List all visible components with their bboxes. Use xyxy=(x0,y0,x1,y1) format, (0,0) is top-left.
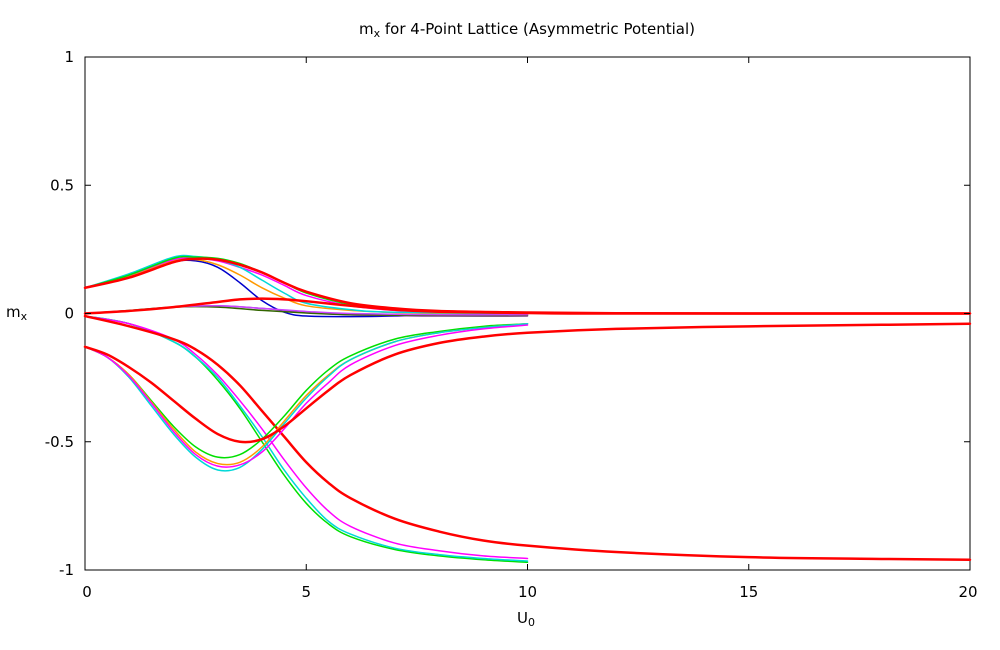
chart-title-sub: x xyxy=(373,27,381,40)
series-layer xyxy=(83,254,972,564)
series-line-cyan-16 xyxy=(84,323,529,472)
x-tick-label: 15 xyxy=(739,583,758,601)
x-axis-label-main: U xyxy=(517,609,528,627)
y-tick-label: 0.5 xyxy=(50,176,74,194)
y-tick-label: 1 xyxy=(64,48,74,66)
series-line-green-14 xyxy=(84,323,529,459)
series-line-magenta-17 xyxy=(84,324,529,468)
y-axis-label: mx xyxy=(6,303,36,323)
x-axis-label: U0 xyxy=(506,609,546,629)
axis-layer: 0 5 10 15 20 1 0.5 0 -0.5 -1 xyxy=(45,48,978,601)
series-line-red-13 xyxy=(83,314,972,561)
series-line-red-18 xyxy=(83,322,972,444)
chart-title-rest: for 4-Point Lattice (Asymmetric Potentia… xyxy=(380,20,696,38)
y-tick-label: 0 xyxy=(64,305,74,323)
x-axis-label-sub: 0 xyxy=(527,616,535,629)
series-line-orange-15 xyxy=(84,323,529,466)
chart-title-main: m xyxy=(358,20,374,38)
series-line-magenta-12 xyxy=(84,315,529,560)
series-line-green-10 xyxy=(84,315,529,564)
y-tick-label: -1 xyxy=(59,561,74,579)
x-tick-label: 0 xyxy=(82,583,92,601)
y-axis-label-main: m xyxy=(6,303,21,321)
series-line-cyan-11 xyxy=(84,315,529,562)
x-tick-label: 20 xyxy=(958,583,977,601)
y-tick-label: -0.5 xyxy=(45,433,74,451)
chart-title: mx for 4-Point Lattice (Asymmetric Poten… xyxy=(0,20,1000,40)
series-line-cyan-3 xyxy=(84,254,529,315)
x-tick-label: 5 xyxy=(301,583,311,601)
x-tick-label: 10 xyxy=(518,583,537,601)
y-axis-label-sub: x xyxy=(20,310,28,323)
series-line-red-9 xyxy=(83,297,972,315)
